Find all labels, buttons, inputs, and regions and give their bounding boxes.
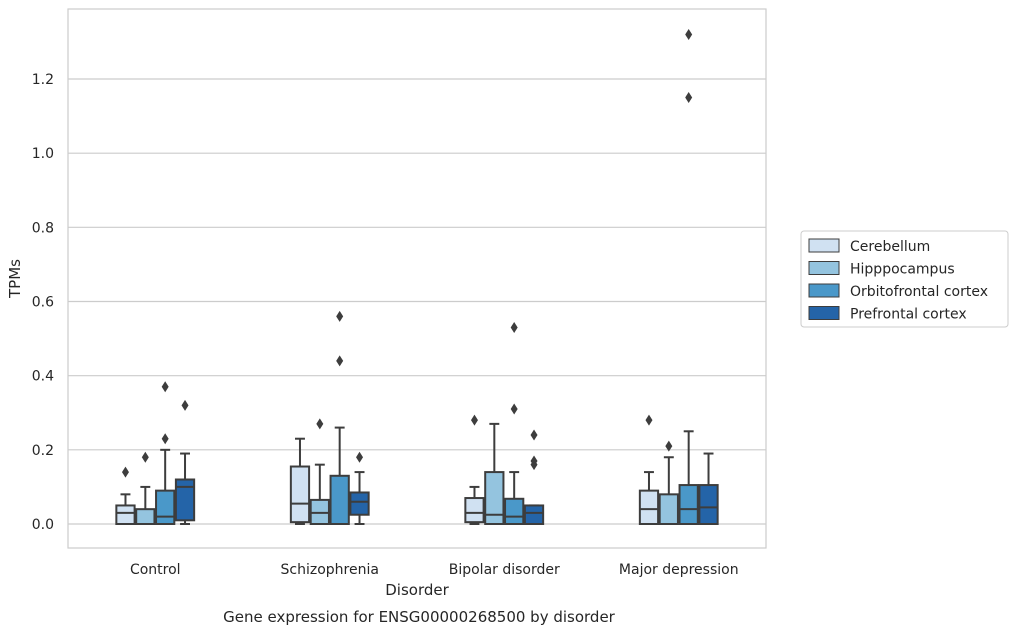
outlier-point: [665, 440, 673, 452]
legend-label: Hipppocampus: [850, 262, 955, 278]
x-axis-label: Disorder: [385, 581, 449, 599]
box-iqr: [155, 489, 176, 525]
outlier-point: [121, 466, 129, 478]
box-hipppocampus: [484, 422, 505, 526]
x-tick-label: Major depression: [619, 562, 739, 578]
box-iqr: [658, 493, 679, 526]
boxes: [115, 29, 719, 526]
box-cerebellum: [638, 414, 660, 525]
legend: Cerebellum Hipppocampus Orbitofrontal cort…: [800, 230, 1009, 328]
outlier-point: [336, 355, 344, 367]
y-tick-label: 0.0: [32, 517, 54, 533]
outlier-point: [141, 451, 149, 463]
box-iqr: [638, 489, 660, 525]
legend-item: Prefrontal cortex: [808, 306, 967, 323]
legend-item: Orbitofrontal cortex: [808, 283, 988, 300]
outlier-point: [510, 403, 518, 415]
box-iqr: [115, 504, 136, 526]
box-iqr: [678, 484, 699, 525]
legend-swatch: [808, 283, 840, 298]
box-cerebellum: [289, 437, 311, 525]
box-iqr: [135, 508, 156, 525]
outlier-point: [316, 418, 324, 430]
legend-swatch: [808, 238, 840, 253]
box-iqr: [484, 471, 505, 526]
y-tick-label: 1.0: [32, 146, 54, 162]
outlier-point: [645, 414, 653, 426]
outlier-point: [685, 29, 693, 40]
box-cerebellum: [464, 414, 485, 525]
box-orbitofrontal-cortex: [329, 310, 350, 525]
outlier-point: [336, 310, 344, 322]
box-prefrontal-cortex: [174, 399, 196, 525]
box-hipppocampus: [658, 440, 679, 526]
outlier-point: [356, 451, 364, 463]
y-axis-label: TPMs: [6, 259, 24, 299]
box-iqr: [289, 465, 311, 524]
box-prefrontal-cortex: [523, 429, 545, 526]
y-tick-label: 0.6: [32, 295, 54, 311]
box-iqr: [464, 497, 485, 524]
outlier-point: [530, 455, 538, 467]
x-tick-labels: Control Schizophrenia Bipolar disorder Majo…: [130, 562, 739, 578]
box-iqr: [504, 497, 525, 525]
box-prefrontal-cortex: [698, 452, 719, 525]
gridlines: [68, 78, 766, 525]
legend-frame: [800, 230, 1009, 328]
box-hipppocampus: [135, 451, 156, 525]
outlier-point: [685, 92, 693, 104]
legend-item: Hipppocampus: [808, 261, 955, 278]
y-tick-label: 0.2: [32, 443, 54, 459]
legend-label: Prefrontal cortex: [850, 307, 967, 323]
outlier-point: [181, 399, 189, 411]
plot-frame: [67, 8, 767, 549]
y-tick-labels: 0.0 0.2 0.4 0.6 0.8 1.0 1.2: [32, 72, 54, 533]
legend-label: Cerebellum: [850, 239, 930, 255]
legend-swatch: [808, 306, 840, 320]
outlier-point: [510, 321, 518, 333]
box-iqr: [523, 504, 545, 526]
y-tick-label: 0.8: [32, 220, 54, 236]
box-iqr: [329, 474, 350, 525]
legend-item: Cerebellum: [808, 238, 930, 255]
y-tick-label: 1.2: [32, 72, 54, 88]
y-tick-label: 0.4: [32, 369, 54, 385]
legend-label: Orbitofrontal cortex: [850, 284, 988, 300]
outlier-point: [161, 433, 169, 445]
box-cerebellum: [115, 466, 136, 526]
outlier-point: [470, 414, 478, 426]
box-orbitofrontal-cortex: [155, 381, 176, 525]
outlier-point: [161, 381, 169, 393]
x-tick-label: Bipolar disorder: [449, 562, 560, 578]
x-tick-label: Schizophrenia: [281, 562, 379, 578]
box-orbitofrontal-cortex: [504, 321, 525, 525]
box-prefrontal-cortex: [349, 451, 370, 525]
box-orbitofrontal-cortex: [678, 29, 699, 525]
outlier-point: [530, 429, 538, 441]
box-iqr: [349, 491, 370, 516]
legend-swatch: [808, 261, 840, 275]
box-hipppocampus: [309, 418, 330, 526]
x-tick-label: Control: [130, 562, 181, 578]
box-iqr: [698, 484, 719, 525]
chart-title: Gene expression for ENSG00000268500 by d…: [223, 608, 616, 626]
box-iqr: [174, 478, 196, 522]
